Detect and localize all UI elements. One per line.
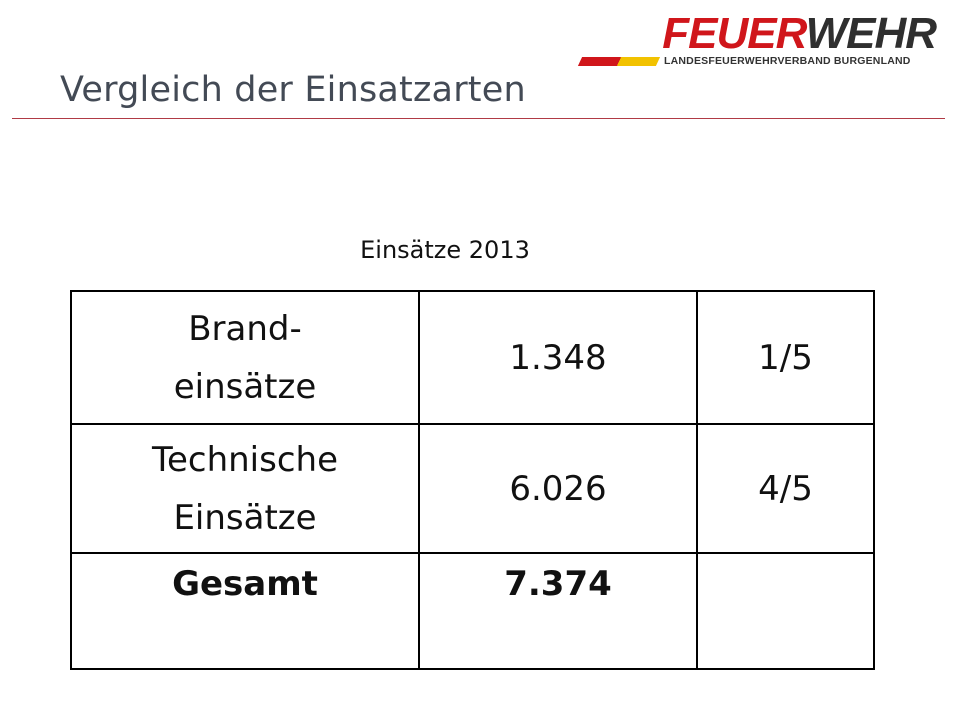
data-table: Brand- einsätze 1.348 1/5 Technische Ein… xyxy=(70,290,875,670)
row-share: 1/5 xyxy=(696,290,875,425)
row-label-line1: Brand- xyxy=(188,308,302,349)
row-value: 6.026 xyxy=(418,423,698,554)
logo-wordmark: FEUERWEHR xyxy=(662,9,937,58)
total-value: 7.374 xyxy=(418,552,698,670)
table-row: Technische Einsätze 6.026 4/5 xyxy=(70,423,875,554)
table-row: Brand- einsätze 1.348 1/5 xyxy=(70,290,875,425)
page-title: Vergleich der Einsatzarten xyxy=(60,70,526,110)
row-value: 1.348 xyxy=(418,290,698,425)
logo-word-wehr: WEHR xyxy=(805,9,937,58)
total-share xyxy=(696,552,875,670)
logo-subtitle: LANDESFEUERWEHRVERBAND BURGENLAND xyxy=(664,55,911,67)
row-label-cell: Technische Einsätze xyxy=(70,423,420,554)
row-label-cell: Brand- einsätze xyxy=(70,290,420,425)
row-label: Technische Einsätze xyxy=(152,431,338,547)
title-divider xyxy=(12,118,945,119)
row-label-line2: Einsätze xyxy=(173,497,317,538)
row-label: Brand- einsätze xyxy=(174,300,317,416)
row-label-line1: Technische xyxy=(151,439,339,480)
row-share: 4/5 xyxy=(696,423,875,554)
table-row: Gesamt 7.374 xyxy=(70,552,875,670)
logo-stripe xyxy=(577,57,661,66)
table-caption: Einsätze 2013 xyxy=(360,236,530,264)
row-label-line2: einsätze xyxy=(173,366,317,407)
total-label: Gesamt xyxy=(70,552,420,670)
logo-word-feuer: FEUER xyxy=(662,9,806,58)
logo: FEUERWEHR LANDESFEUERWEHRVERBAND BURGENL… xyxy=(576,10,946,72)
